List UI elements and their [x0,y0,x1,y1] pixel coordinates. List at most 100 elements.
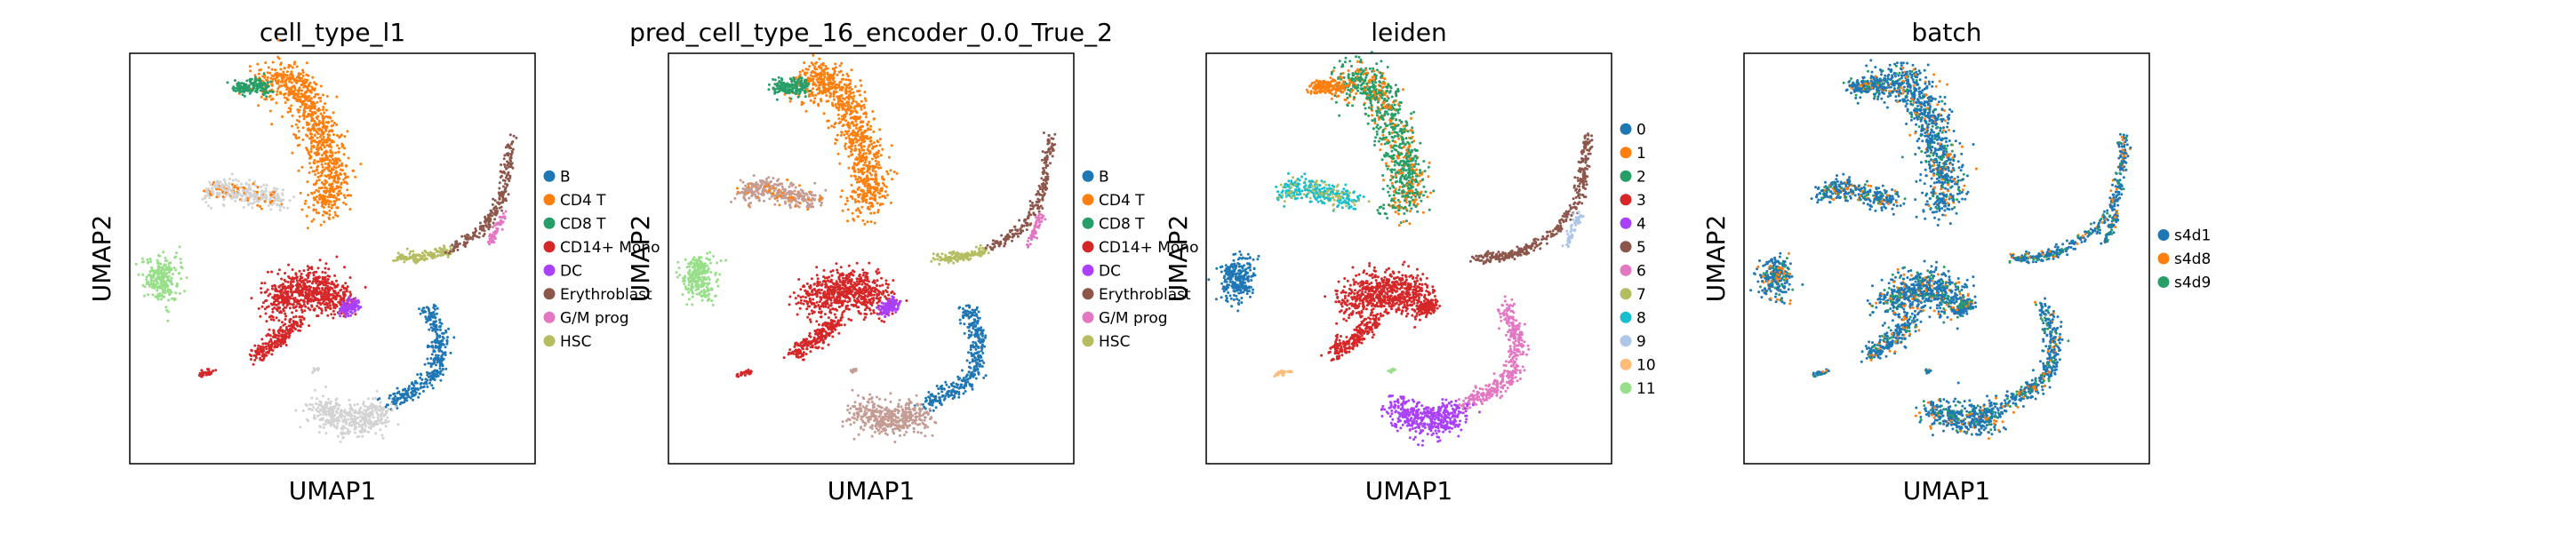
cell-point [277,319,281,322]
cell-point [305,73,308,76]
cell-point [854,120,858,123]
cell-point [216,179,220,183]
cell-point [145,278,148,282]
cell-point [297,74,300,77]
cell-point [180,261,182,265]
cell-point [326,314,330,317]
cell-point [303,288,307,290]
cell-point [162,267,165,271]
cell-point [282,291,285,295]
cell-point [323,220,326,224]
cell-point [354,409,357,412]
cell-point [324,121,328,124]
cell-point [294,306,297,309]
cell-point [306,115,309,118]
cell-point [820,80,823,84]
cell-point [303,202,307,205]
cell-point [310,191,314,195]
cell-point [447,327,451,330]
cell-point [336,434,340,438]
cell-point [245,188,249,192]
cell-point [868,171,872,175]
cell-point [278,209,282,211]
cell-point [238,192,242,195]
cell-point [847,103,851,107]
cell-point [371,397,374,401]
cell-point [294,290,298,294]
cell-point [493,199,497,203]
cell-point [849,106,852,109]
cell-point [394,259,397,262]
cell-point [343,409,347,412]
cell-point [847,155,851,158]
cell-point [439,254,443,258]
cell-point [333,122,336,124]
cell-point [335,285,339,289]
cell-point [290,288,292,291]
cell-point [436,254,439,258]
cell-point [134,262,138,266]
cell-point [320,163,324,166]
cell-point [368,420,372,424]
cell-point [298,315,301,319]
cell-point [222,178,226,181]
cell-point [270,90,274,93]
cell-point [837,106,841,109]
cell-point [380,411,384,415]
cell-point [321,198,324,202]
cell-point [299,72,302,76]
cell-point [315,402,317,405]
cell-point [492,235,496,239]
cell-point [305,147,308,149]
cell-point [320,138,324,141]
cell-point [446,336,449,339]
cell-point [310,282,314,285]
cell-point [474,230,477,234]
cell-point [313,81,316,84]
cell-point [343,410,346,414]
cell-point [226,81,229,84]
cell-point [876,155,880,158]
cell-point [445,249,449,252]
cell-point [298,89,301,92]
cell-point [279,342,283,346]
cell-point [335,123,339,126]
cell-point [254,354,258,358]
cell-point [315,83,318,86]
cell-point [438,321,442,324]
cell-point [828,82,831,85]
cell-point [500,209,504,212]
cell-point [855,100,858,104]
cell-point [318,129,321,131]
cell-point [300,165,304,169]
cell-point [364,285,367,289]
cell-point [433,328,436,331]
cell-point [500,220,504,224]
cell-point [430,384,434,387]
cell-point [325,211,329,215]
cell-point [313,170,316,173]
cell-point [233,186,236,189]
cell-point [481,225,484,228]
cell-point [220,187,223,190]
cell-point [319,84,323,88]
cell-point [309,129,312,132]
cell-point [268,347,271,351]
cell-point [312,416,316,419]
cell-point [828,95,832,99]
cell-point [878,195,882,199]
cell-point [308,154,312,157]
cell-point [333,274,337,277]
cell-point [163,284,166,288]
cell-point [333,313,336,316]
cell-point [353,415,356,418]
cell-point [272,300,276,304]
cell-point [425,317,428,321]
cell-point [297,92,300,95]
cell-point [843,133,846,137]
cell-point [232,85,236,89]
cell-point [206,190,210,194]
cell-point [322,135,325,139]
cell-point [300,272,303,275]
cell-point [270,83,274,86]
